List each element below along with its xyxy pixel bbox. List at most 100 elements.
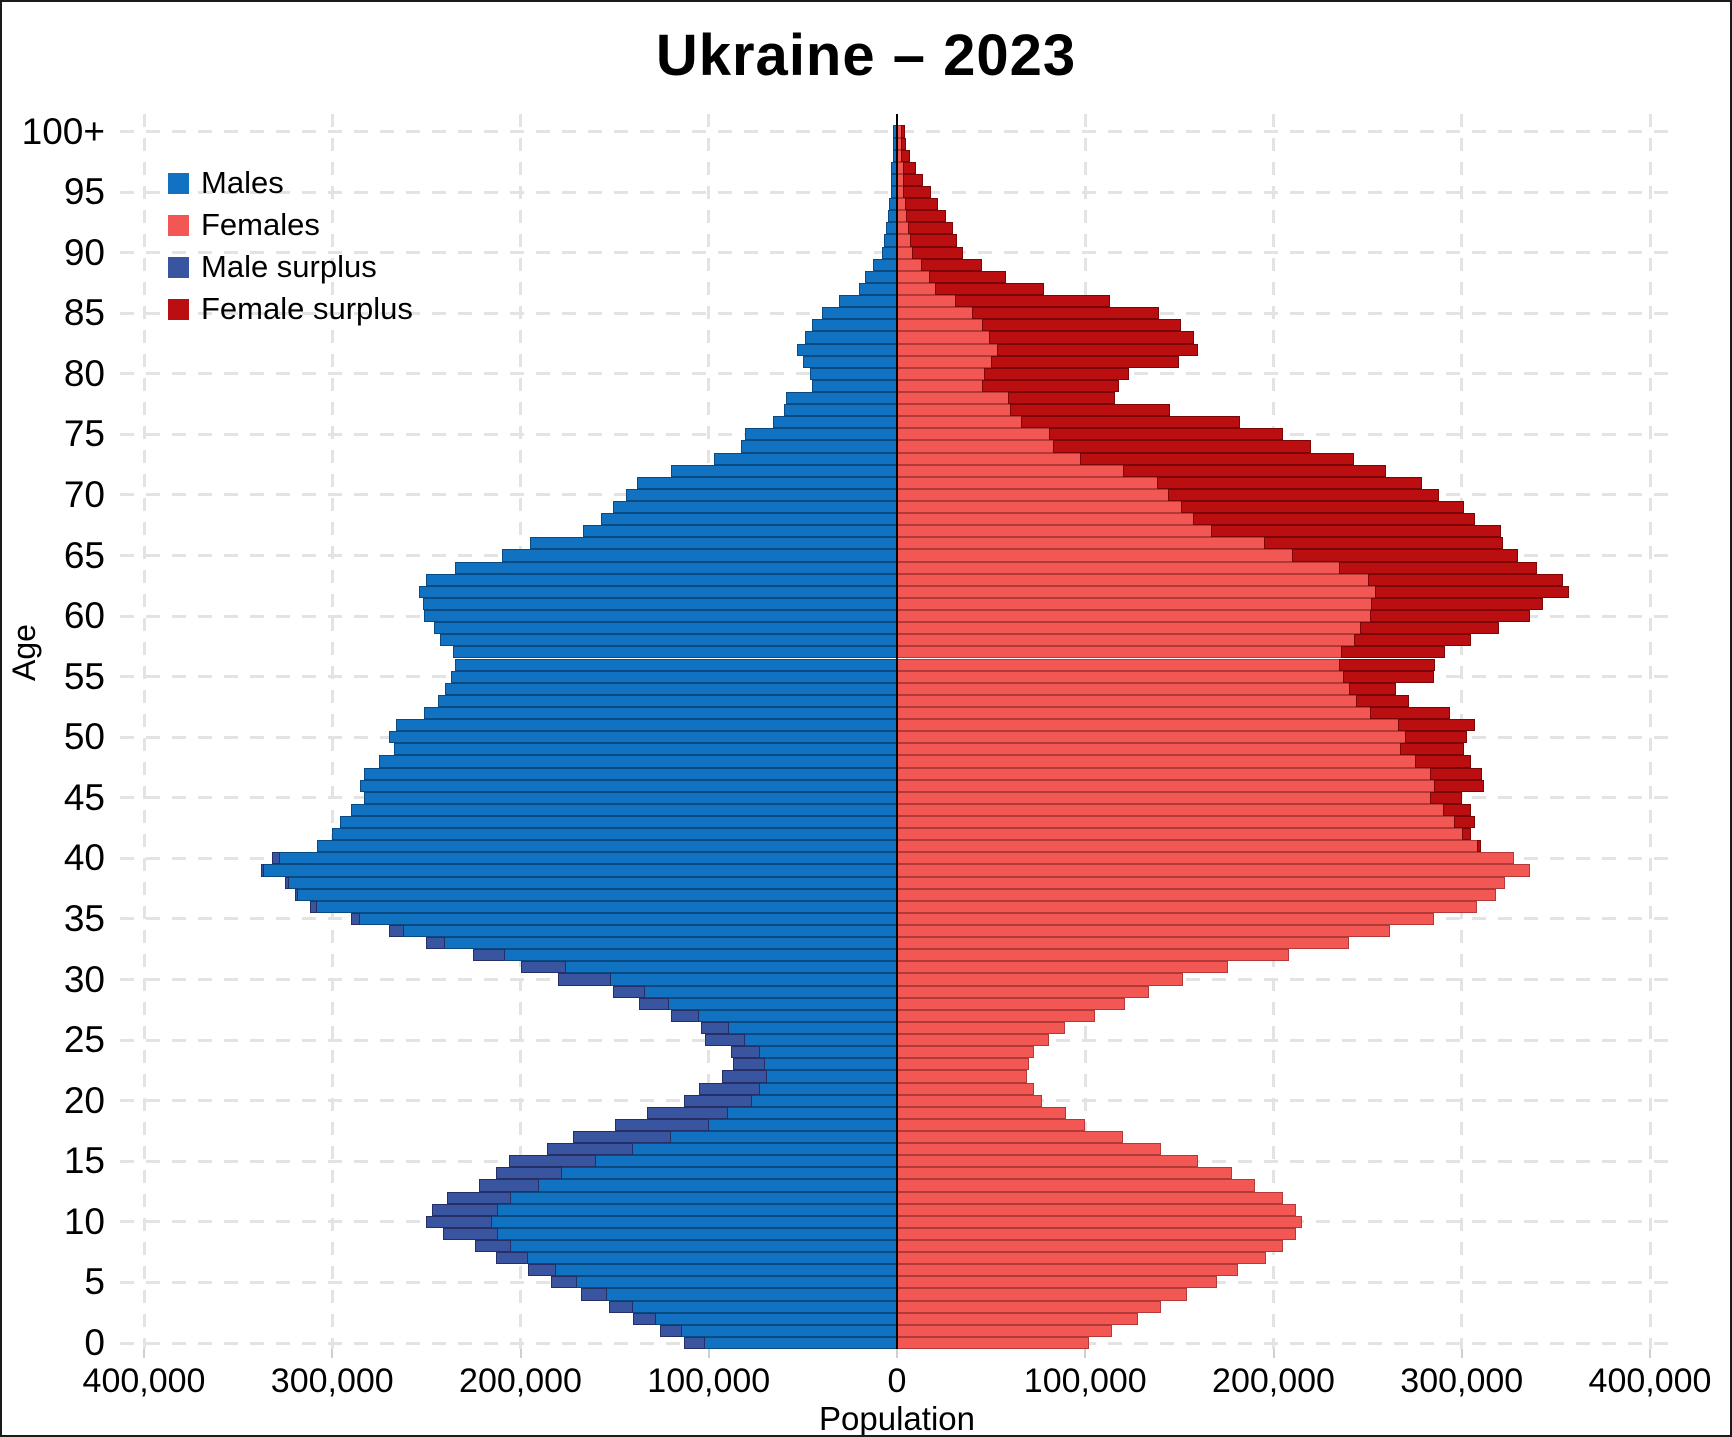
bar-female-surplus-age-67: [1211, 525, 1502, 538]
bar-male-age-6: [528, 1264, 897, 1277]
bar-female-age-29: [897, 985, 1150, 998]
bar-male-age-84: [812, 319, 897, 332]
bar-female-surplus-age-47: [1429, 767, 1483, 780]
bar-male-age-10: [426, 1215, 897, 1228]
bar-female-surplus-age-90: [912, 246, 963, 259]
bar-male-age-76: [772, 416, 897, 429]
bar-male-surplus-age-4: [580, 1288, 608, 1301]
x-axis-title: Population: [819, 1400, 975, 1437]
bar-female-age-45: [897, 791, 1462, 804]
bar-female-surplus-age-89: [921, 258, 982, 271]
bar-female-age-36: [897, 900, 1477, 913]
x-tick-mark: [1649, 1349, 1651, 1358]
bar-male-age-62: [418, 585, 897, 598]
bar-male-surplus-age-15: [509, 1155, 596, 1168]
bar-male-age-26: [701, 1021, 897, 1035]
x-tick-mark: [707, 1349, 710, 1358]
x-tick-mark: [1084, 1349, 1087, 1358]
bar-female-surplus-age-41: [1476, 840, 1481, 853]
bar-male-surplus-age-16: [546, 1143, 634, 1156]
bar-male-surplus-age-38: [285, 876, 289, 889]
x-tick-label: 300,000: [1400, 1362, 1524, 1400]
bar-male-age-61: [422, 597, 897, 611]
bar-female-age-37: [897, 888, 1496, 901]
bar-female-surplus-age-75: [1049, 428, 1283, 441]
bar-male-age-59: [433, 622, 897, 635]
bar-male-age-89: [872, 258, 897, 271]
bar-female-age-14: [897, 1167, 1233, 1180]
bar-male-surplus-age-27: [671, 1009, 700, 1022]
bar-female-surplus-age-95: [902, 186, 931, 199]
bar-female-surplus-age-88: [929, 270, 1007, 283]
bar-male-age-58: [439, 634, 897, 647]
bar-female-age-27: [897, 1009, 1095, 1022]
bar-male-surplus-age-1: [659, 1324, 683, 1337]
bar-female-age-42: [897, 828, 1472, 841]
y-tick-label: 50: [63, 716, 105, 758]
bar-female-age-21: [897, 1082, 1035, 1095]
bar-male-age-1: [659, 1324, 897, 1337]
gridline-vertical: [330, 114, 334, 1349]
bar-male-age-39: [260, 864, 897, 877]
bar-male-age-86: [838, 295, 897, 308]
bar-female-surplus-age-92: [908, 222, 954, 235]
legend: Males Females Male surplus Female surplu…: [168, 162, 413, 330]
legend-label-female-surplus: Female surplus: [201, 291, 413, 326]
males-swatch-icon: [168, 172, 189, 194]
bar-female-surplus-age-62: [1375, 585, 1570, 598]
bar-female-surplus-age-49: [1399, 743, 1464, 756]
x-tick-mark: [331, 1349, 334, 1358]
bar-female-age-46: [897, 779, 1485, 792]
bar-female-age-15: [897, 1155, 1199, 1168]
bar-female-surplus-age-58: [1354, 634, 1472, 647]
x-tick-mark: [1460, 1349, 1463, 1358]
legend-item-females: Females: [168, 204, 413, 246]
bar-male-age-43: [339, 815, 897, 829]
bar-male-age-71: [637, 476, 897, 489]
bar-male-surplus-age-11: [432, 1203, 498, 1216]
y-tick-label: 65: [63, 534, 105, 576]
bar-female-surplus-age-93: [906, 210, 946, 223]
bar-male-age-0: [684, 1336, 897, 1350]
bar-male-age-32: [473, 949, 897, 962]
bar-female-age-18: [897, 1118, 1086, 1131]
bar-male-age-27: [671, 1009, 897, 1022]
bar-male-age-33: [426, 937, 897, 950]
y-tick-label: 70: [63, 473, 105, 515]
bar-female-surplus-age-80: [983, 367, 1129, 380]
bar-female-surplus-age-81: [991, 355, 1180, 368]
y-tick-label: 55: [63, 655, 105, 697]
bar-female-age-23: [897, 1058, 1029, 1071]
bar-female-surplus-age-53: [1356, 694, 1410, 707]
bar-female-surplus-age-91: [910, 234, 958, 247]
bar-male-age-65: [501, 549, 897, 562]
bar-female-surplus-age-60: [1369, 610, 1530, 623]
bar-male-age-34: [388, 925, 897, 938]
bar-female-age-8: [897, 1240, 1283, 1253]
y-tick-label: 0: [84, 1322, 105, 1363]
bar-female-age-34: [897, 925, 1391, 938]
x-tick-label: 200,000: [1212, 1362, 1335, 1400]
bar-female-age-26: [897, 1021, 1065, 1035]
y-tick-label: 10: [63, 1200, 105, 1242]
bar-male-age-45: [364, 791, 897, 804]
bar-female-surplus-age-43: [1454, 815, 1475, 829]
bar-female-surplus-age-86: [955, 295, 1110, 308]
bar-male-surplus-age-20: [684, 1094, 753, 1107]
bar-female-age-53: [897, 694, 1410, 707]
bar-male-age-51: [396, 719, 897, 732]
bar-female-age-5: [897, 1276, 1218, 1289]
bar-female-age-12: [897, 1191, 1283, 1204]
x-tick-label: 200,000: [459, 1362, 582, 1400]
x-tick-label: 300,000: [270, 1362, 394, 1400]
bar-female-surplus-age-56: [1339, 658, 1436, 671]
bar-male-age-64: [454, 561, 897, 574]
bar-male-age-36: [309, 900, 897, 913]
bar-male-surplus-age-32: [473, 949, 506, 962]
bar-male-surplus-age-30: [558, 973, 611, 986]
x-tick-label: 400,000: [82, 1362, 206, 1400]
bar-male-surplus-age-40: [272, 852, 280, 865]
bar-male-surplus-age-34: [388, 925, 404, 938]
bar-female-age-32: [897, 949, 1289, 962]
